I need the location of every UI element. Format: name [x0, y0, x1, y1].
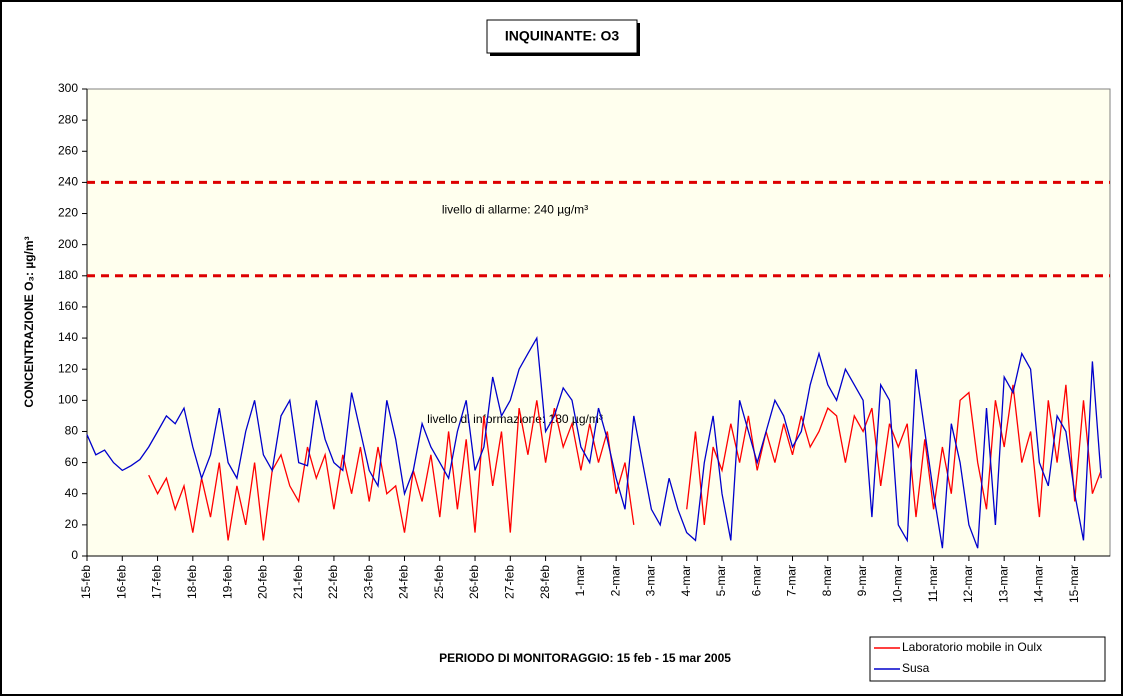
legend-label: Laboratorio mobile in Oulx: [902, 640, 1042, 654]
y-tick-label: 120: [58, 361, 78, 375]
x-tick-label: 21-feb: [291, 565, 305, 599]
x-tick-label: 14-mar: [1032, 565, 1046, 603]
x-tick-label: 10-mar: [891, 565, 905, 603]
y-tick-label: 160: [58, 299, 78, 313]
x-tick-label: 17-feb: [150, 565, 164, 599]
x-tick-label: 28-feb: [538, 565, 552, 599]
y-tick-label: 280: [58, 112, 78, 126]
x-tick-label: 7-mar: [785, 565, 799, 596]
x-tick-label: 15-feb: [79, 565, 93, 599]
x-tick-label: 4-mar: [679, 565, 693, 596]
x-tick-label: 9-mar: [855, 565, 869, 596]
chart-title: INQUINANTE: O3: [505, 28, 620, 44]
y-tick-label: 180: [58, 268, 78, 282]
plot-area: [86, 88, 1111, 557]
x-tick-label: 6-mar: [749, 565, 763, 596]
y-tick-label: 0: [71, 548, 78, 562]
x-tick-label: 8-mar: [820, 565, 834, 596]
y-tick-label: 140: [58, 330, 78, 344]
x-tick-label: 25-feb: [432, 565, 446, 599]
y-tick-label: 60: [65, 455, 79, 469]
y-tick-label: 40: [65, 486, 79, 500]
x-tick-label: 12-mar: [961, 565, 975, 603]
y-tick-label: 20: [65, 517, 79, 531]
y-tick-label: 100: [58, 393, 78, 407]
y-tick-label: 200: [58, 237, 78, 251]
x-tick-label: 22-feb: [326, 565, 340, 599]
y-tick-label: 260: [58, 143, 78, 157]
x-tick-label: 13-mar: [996, 565, 1010, 603]
y-tick-label: 240: [58, 175, 78, 189]
x-tick-label: 11-mar: [926, 565, 940, 602]
x-tick-label: 5-mar: [714, 565, 728, 596]
x-tick-label: 23-feb: [361, 565, 375, 599]
y-tick-label: 300: [58, 81, 78, 95]
x-tick-label: 15-mar: [1067, 565, 1081, 603]
x-tick-label: 24-feb: [397, 565, 411, 599]
x-tick-label: 27-feb: [502, 565, 516, 599]
x-tick-label: 19-feb: [220, 565, 234, 599]
y-tick-label: 220: [58, 206, 78, 220]
x-tick-label: 2-mar: [608, 565, 622, 596]
title-box-front: [486, 19, 638, 54]
y-axis-label: CONCENTRAZIONE O₃: µg/m³: [22, 236, 36, 407]
legend-box: [869, 636, 1106, 682]
y-tick-label: 80: [65, 424, 79, 438]
x-axis-label: PERIODO DI MONITORAGGIO: 15 feb - 15 mar…: [439, 651, 731, 665]
x-tick-label: 26-feb: [467, 565, 481, 599]
x-tick-label: 1-mar: [573, 565, 587, 596]
x-tick-label: 18-feb: [185, 565, 199, 599]
x-tick-label: 20-feb: [256, 565, 270, 599]
x-tick-label: 3-mar: [644, 565, 658, 596]
reference-label: livello di informazione: 180 µg/m³: [427, 412, 603, 426]
series-line: [86, 336, 1102, 549]
reference-label: livello di allarme: 240 µg/m³: [442, 203, 588, 217]
x-tick-label: 16-feb: [114, 565, 128, 599]
legend-label: Susa: [902, 661, 930, 675]
